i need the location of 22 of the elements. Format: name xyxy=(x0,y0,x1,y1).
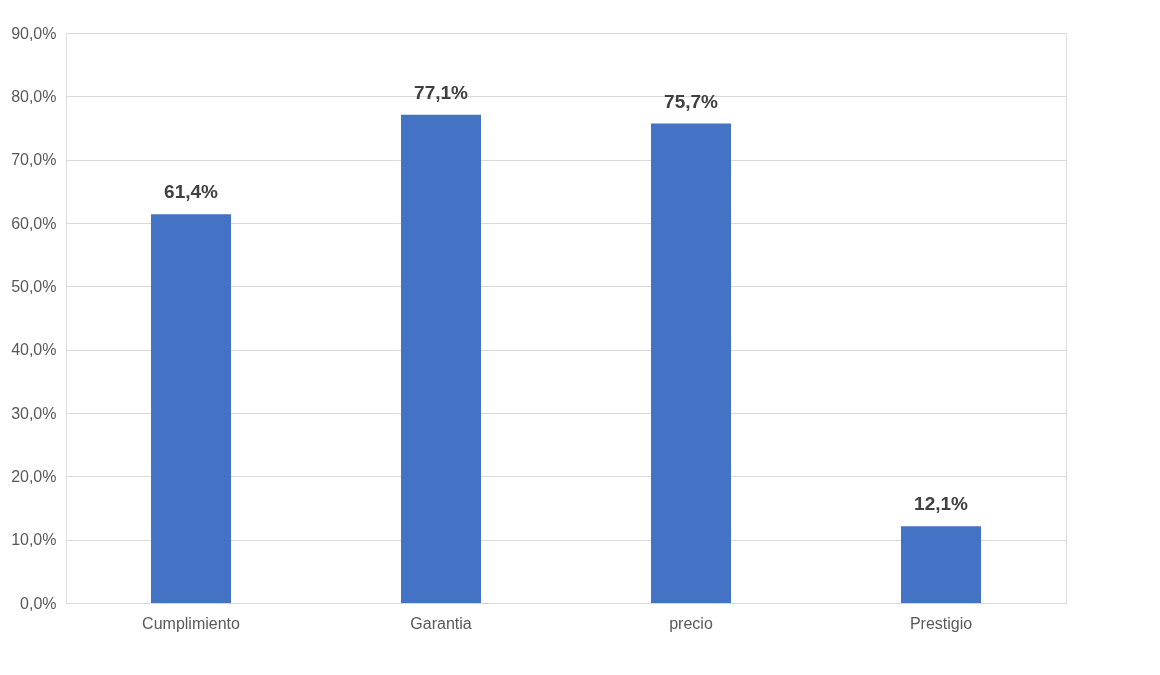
y-tick-label: 40,0% xyxy=(11,341,57,359)
x-tick-label: Prestigio xyxy=(909,614,973,632)
data-label: 61,4% xyxy=(164,181,219,203)
data-label: 12,1% xyxy=(914,493,969,515)
y-tick-label: 20,0% xyxy=(11,467,57,485)
y-tick-label: 60,0% xyxy=(11,214,57,232)
y-tick-label: 0,0% xyxy=(20,594,57,612)
y-tick-label: 90,0% xyxy=(11,24,57,42)
bar xyxy=(401,114,481,603)
y-tick-label: 80,0% xyxy=(11,87,57,105)
x-tick-label: precio xyxy=(669,614,713,632)
data-label: 75,7% xyxy=(664,90,719,112)
x-tick-label: Garantia xyxy=(410,614,472,632)
y-tick-label: 10,0% xyxy=(11,531,57,549)
y-tick-label: 70,0% xyxy=(11,151,57,169)
bar xyxy=(901,526,981,603)
y-tick-label: 30,0% xyxy=(11,404,57,422)
data-label: 77,1% xyxy=(414,81,469,103)
bar xyxy=(151,214,231,603)
y-tick-label: 50,0% xyxy=(11,277,57,295)
bar xyxy=(651,123,731,603)
x-tick-label: Cumplimiento xyxy=(142,614,241,632)
